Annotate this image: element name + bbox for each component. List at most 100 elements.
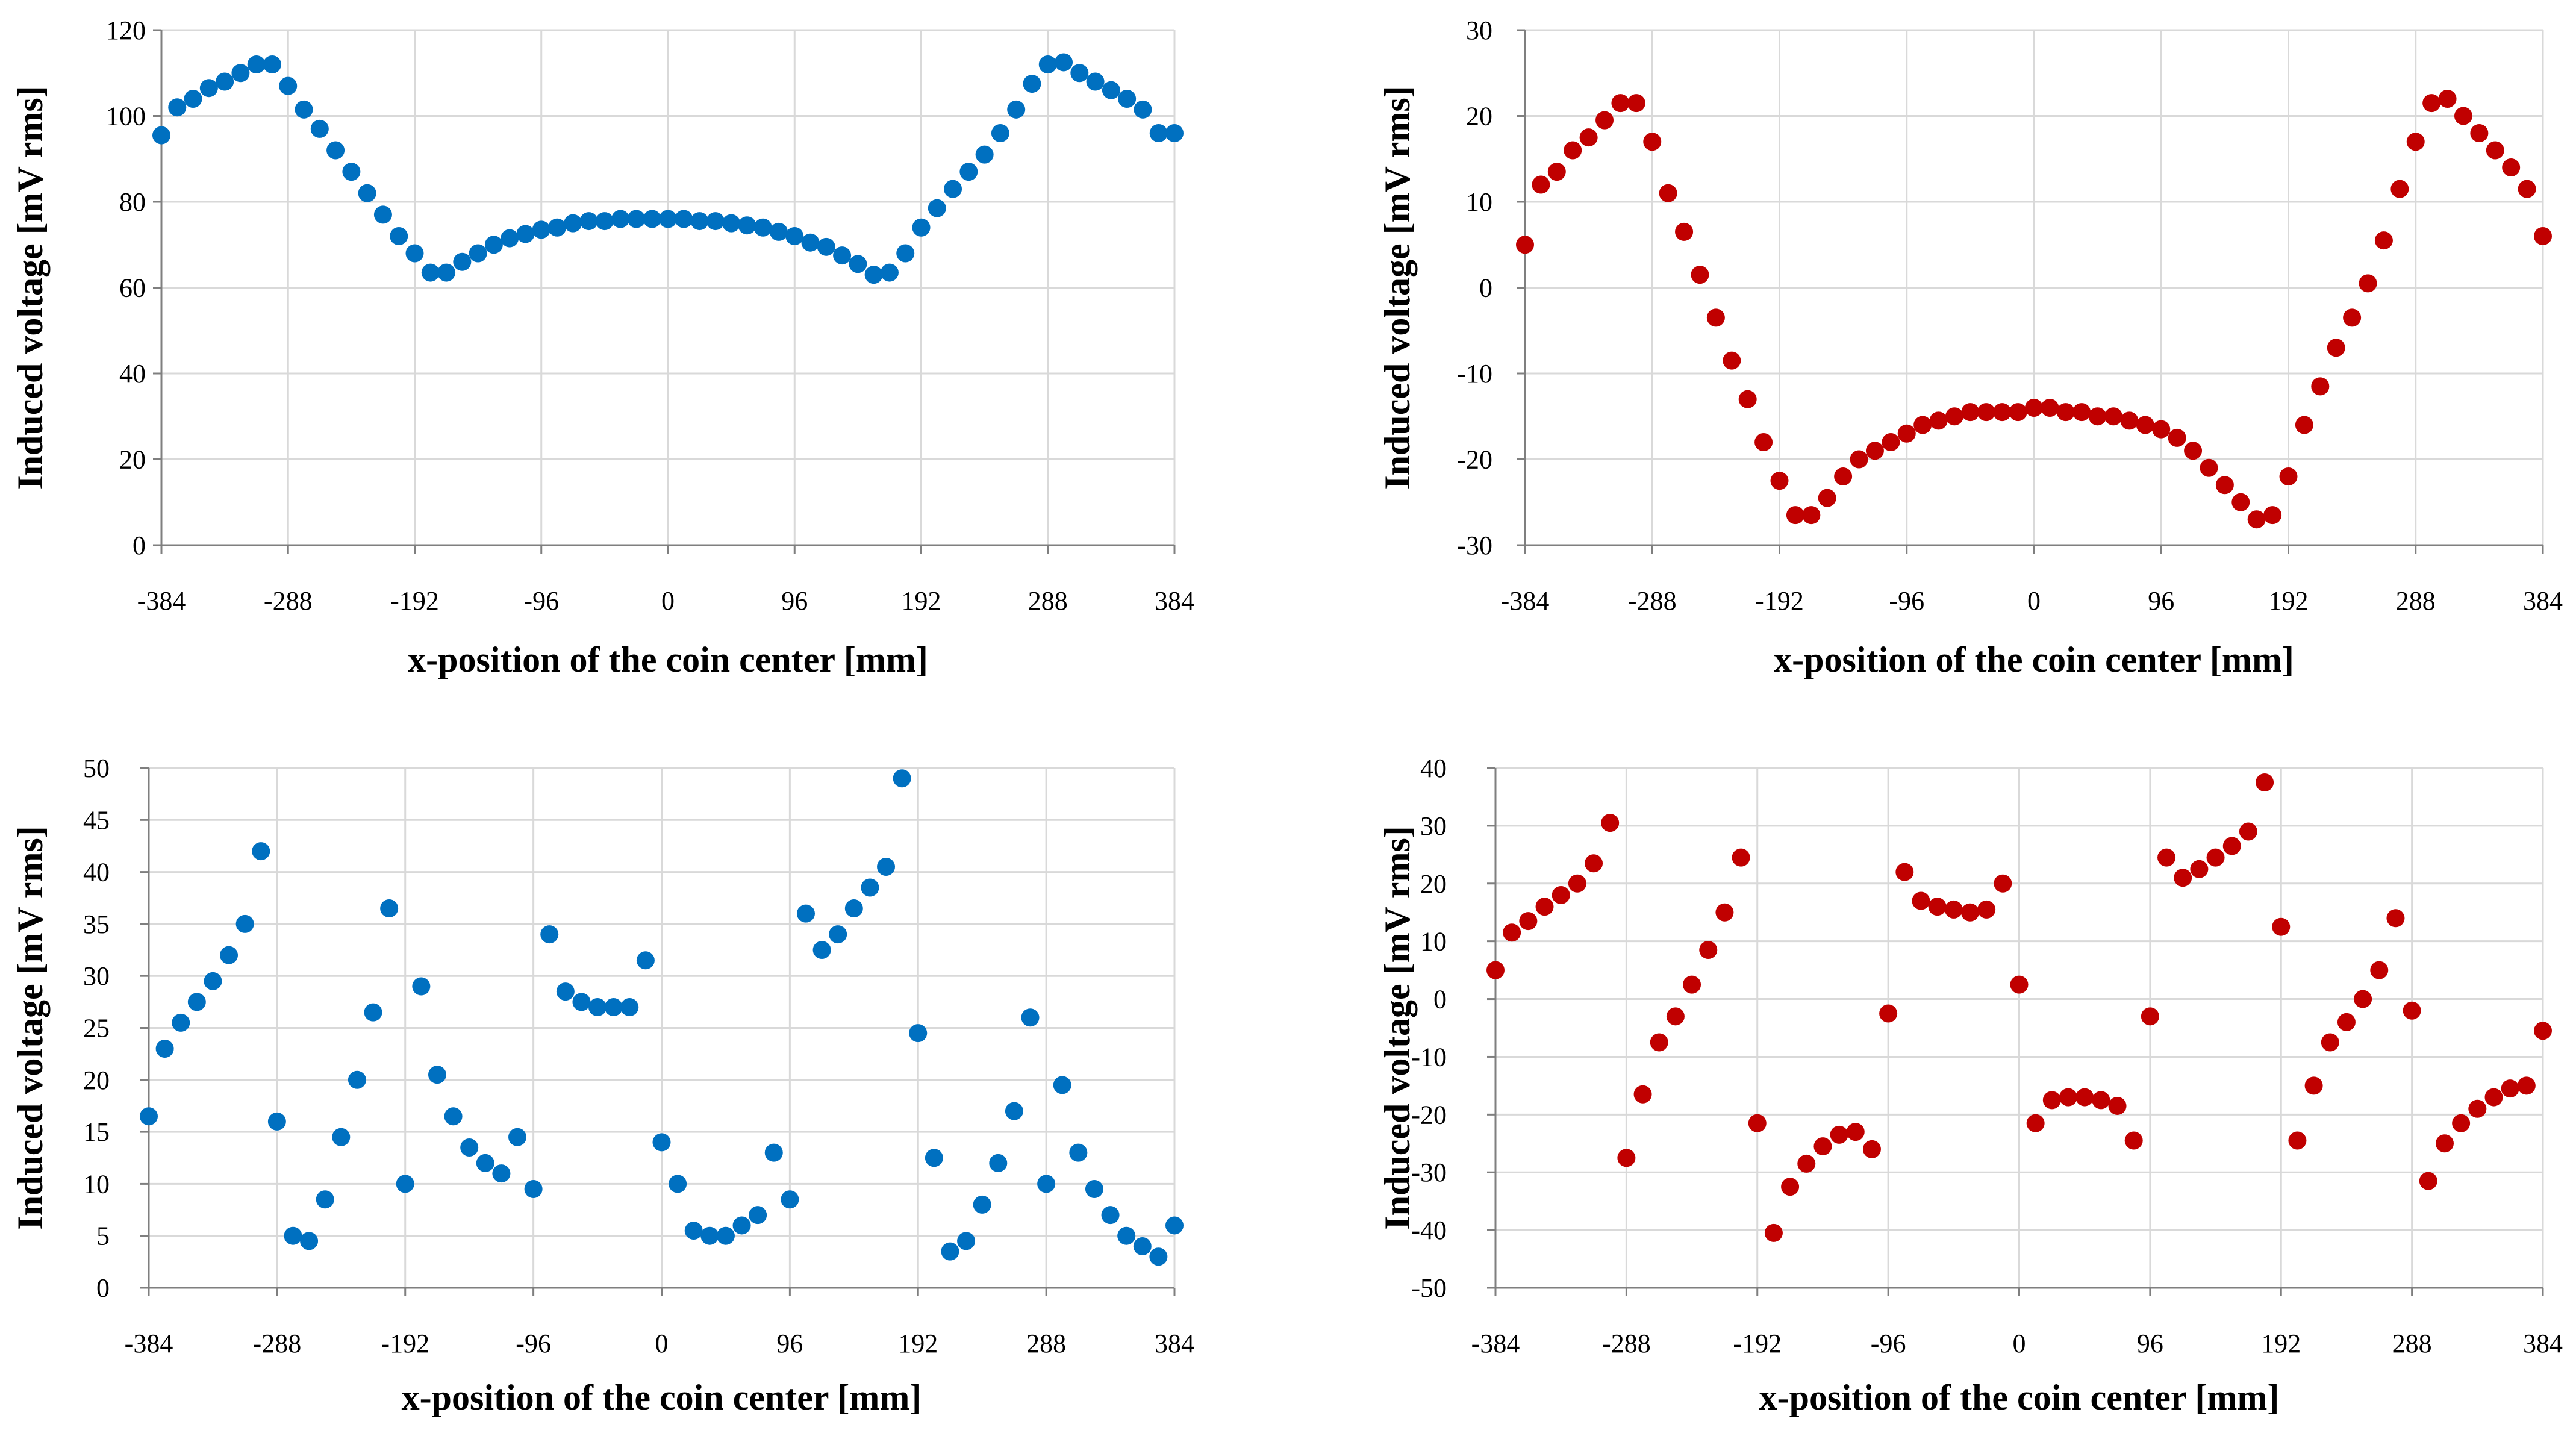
data-point (2026, 1114, 2045, 1132)
data-point (1754, 433, 1773, 451)
data-point (2321, 1033, 2339, 1052)
data-point (2311, 377, 2330, 396)
y-axis-title: Induced voltage [mV rms] (10, 826, 50, 1230)
data-point (1564, 141, 1582, 160)
data-point (2263, 506, 2282, 525)
y-tick-label: 100 (106, 102, 146, 131)
data-point (1134, 100, 1152, 119)
data-point (460, 1138, 479, 1157)
y-tick-label: 25 (83, 1014, 110, 1043)
data-point (326, 141, 345, 160)
data-point (1977, 900, 1996, 919)
data-point (2120, 411, 2139, 430)
data-point (801, 233, 820, 252)
data-point (2279, 467, 2298, 485)
data-point (2454, 107, 2472, 125)
data-point (2075, 1088, 2094, 1107)
data-point (1595, 111, 1614, 130)
data-point (643, 210, 661, 228)
data-point (2337, 1013, 2356, 1031)
data-point (785, 227, 804, 245)
x-tick-label: -192 (1755, 586, 1804, 616)
data-point (749, 1206, 767, 1225)
data-point (2206, 848, 2225, 867)
data-point (1818, 489, 1836, 507)
data-point (1781, 1178, 1800, 1196)
data-point (2200, 458, 2218, 477)
x-tick-label: -96 (523, 586, 559, 616)
data-point (896, 244, 915, 263)
data-point (1611, 94, 1630, 113)
data-point (2104, 407, 2123, 426)
data-point (1993, 403, 2012, 422)
data-point (973, 1195, 991, 1214)
data-point (1732, 848, 1750, 867)
data-point (716, 1226, 735, 1245)
data-point (2484, 1088, 2503, 1107)
data-point (753, 218, 772, 237)
data-point (332, 1128, 351, 1146)
data-point (2354, 990, 2372, 1008)
data-point (1038, 55, 1057, 73)
x-axis-title: x-position of the coin center [mm] (408, 640, 928, 679)
x-tick-label: -288 (1602, 1329, 1651, 1358)
data-point (342, 163, 361, 181)
y-tick-label: 30 (83, 961, 110, 991)
data-point (796, 904, 815, 923)
y-tick-label: 60 (119, 273, 146, 303)
data-point (1929, 411, 1948, 430)
data-point (1764, 1223, 1783, 1242)
data-point (1675, 222, 1694, 241)
data-point (252, 842, 270, 861)
data-point (2502, 158, 2521, 176)
data-point (1879, 1004, 1898, 1023)
data-point (2534, 1022, 2552, 1040)
data-point (880, 263, 899, 282)
data-point (1023, 75, 1041, 93)
data-point (1165, 124, 1184, 142)
x-tick-label: -96 (516, 1329, 551, 1358)
data-point (636, 951, 655, 970)
data-point (2059, 1088, 2078, 1107)
data-point (572, 993, 591, 1011)
data-point (1748, 1114, 1767, 1132)
data-point (1532, 175, 1550, 194)
data-point (1786, 506, 1804, 525)
data-point (1802, 506, 1821, 525)
x-tick-label: 288 (2396, 586, 2436, 616)
data-point (2239, 822, 2257, 841)
chart-bottom-left: -384 -288 -192 -96 0 96 192 288 384 0 5 10 15 20 25 30 3… (10, 754, 1194, 1417)
data-point (1691, 266, 1709, 284)
data-point (1770, 472, 1789, 490)
y-tick-label: -10 (1457, 359, 1492, 389)
data-point (909, 1024, 928, 1043)
data-point (540, 925, 559, 944)
data-point (2288, 1131, 2307, 1150)
data-point (861, 878, 879, 897)
data-point (829, 925, 847, 944)
data-point (989, 1154, 1008, 1172)
data-point (2534, 227, 2552, 245)
data-point (1021, 1008, 1040, 1027)
y-tick-label: 30 (1466, 16, 1492, 45)
x-tick-label: -288 (264, 586, 313, 616)
data-point (267, 1112, 286, 1131)
data-point (2370, 961, 2389, 979)
data-point (1913, 416, 1932, 434)
x-tick-label: -288 (253, 1329, 302, 1358)
data-point (912, 218, 931, 237)
x-tick-label: -96 (1871, 1329, 1906, 1358)
data-point (2438, 90, 2457, 108)
data-point (187, 993, 206, 1011)
data-point (1585, 854, 1603, 873)
data-point (1005, 1102, 1023, 1120)
data-point (556, 982, 575, 1001)
data-point (706, 212, 725, 231)
data-point (1552, 885, 1570, 904)
x-axis-title: x-position of the coin center [mm] (1774, 640, 2294, 679)
data-point (1715, 903, 1734, 922)
data-point (1633, 1085, 1652, 1104)
data-point (428, 1066, 446, 1084)
data-point (501, 229, 519, 248)
